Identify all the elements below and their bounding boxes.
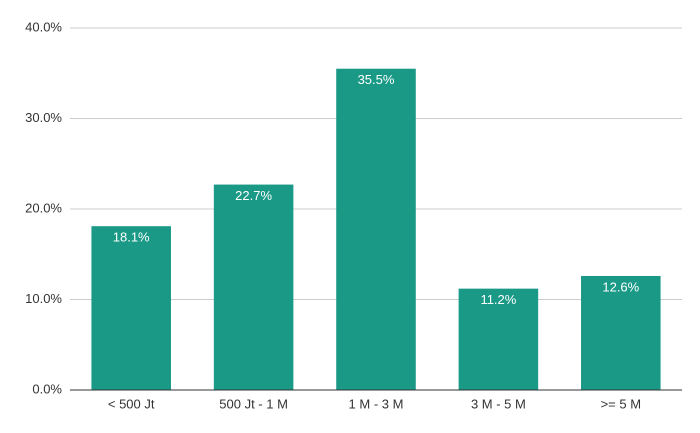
bar [91, 226, 171, 390]
x-tick-label: >= 5 M [601, 396, 641, 411]
bar [213, 184, 294, 390]
y-tick-label: 0.0% [32, 381, 62, 396]
bar [336, 68, 416, 390]
data-label: 11.2% [480, 292, 516, 307]
x-tick-label: 3 M - 5 M [471, 396, 526, 411]
data-label: 22.7% [235, 188, 272, 203]
data-label: 18.1% [113, 230, 150, 245]
data-label: 35.5% [358, 72, 395, 87]
bar [581, 275, 661, 390]
x-tick-label: 500 Jt - 1 M [219, 396, 288, 411]
y-tick-label: 40.0% [25, 19, 62, 34]
x-tick-label: < 500 Jt [108, 396, 155, 411]
y-tick-label: 20.0% [25, 200, 62, 215]
y-tick-label: 10.0% [25, 291, 62, 306]
bar [458, 288, 539, 390]
x-tick-label: 1 M - 3 M [349, 396, 404, 411]
data-label: 12.6% [602, 279, 639, 294]
y-tick-label: 30.0% [25, 110, 62, 125]
